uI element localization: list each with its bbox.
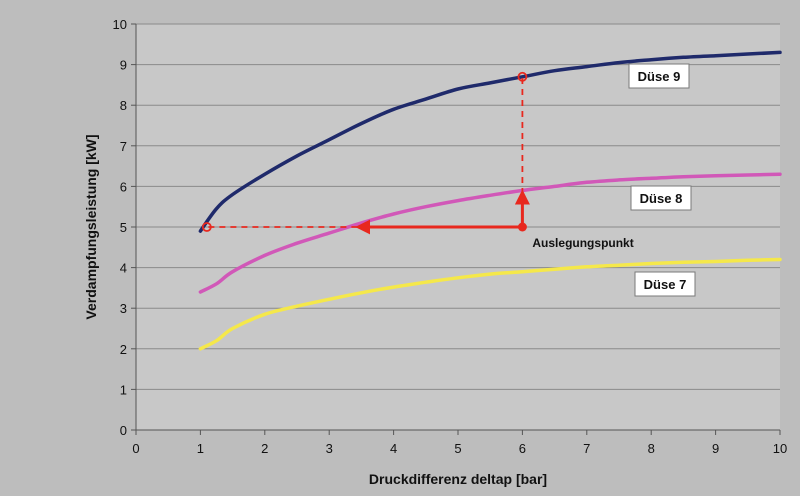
x-tick-label: 0 (132, 441, 139, 456)
x-tick-label: 8 (648, 441, 655, 456)
series-label-box-duese-8 (630, 185, 692, 211)
x-tick-label: 9 (712, 441, 719, 456)
y-tick-label: 4 (120, 261, 127, 276)
y-tick-label: 8 (120, 98, 127, 113)
series-line-duese-9 (198, 50, 782, 233)
y-tick-label: 5 (120, 220, 127, 235)
x-tick-label: 7 (583, 441, 590, 456)
x-tick-label: 2 (261, 441, 268, 456)
x-tick-label: 10 (773, 441, 787, 456)
series-label-box-duese-9 (628, 63, 690, 89)
x-tick-label: 6 (519, 441, 526, 456)
x-axis-title: Druckdifferenz deltap [bar] (369, 471, 547, 487)
x-tick-label: 3 (326, 441, 333, 456)
x-tick-label: 1 (197, 441, 204, 456)
series-label-duese-9: Düse 9 (638, 69, 681, 84)
design-point-label: Auslegungspunkt (532, 236, 633, 250)
y-tick-label: 7 (120, 139, 127, 154)
x-tick-labels: 0 1 2 3 4 5 6 7 8 9 10 (132, 441, 787, 456)
open-circle-marker (201, 222, 212, 232)
x-tick-label: 4 (390, 441, 397, 456)
axes (131, 23, 781, 435)
series-line-duese-8 (198, 172, 782, 294)
annotations: Auslegungspunkt (201, 71, 634, 250)
y-axis-title: Verdampfungsleistung [kW] (83, 134, 99, 319)
y-tick-label: 0 (120, 423, 127, 438)
y-tick-label: 6 (120, 179, 127, 194)
series-label-duese-8: Düse 8 (640, 191, 683, 206)
y-tick-label: 10 (113, 17, 127, 32)
design-point-marker (517, 222, 527, 232)
grid-lines (136, 23, 780, 390)
y-tick-label: 2 (120, 342, 127, 357)
y-tick-label: 3 (120, 301, 127, 316)
series-lines (198, 50, 782, 351)
series-label-duese-7: Düse 7 (644, 277, 687, 292)
series-labels: Düse 9 Düse 8 Düse 7 (628, 63, 696, 297)
x-tick-label: 5 (454, 441, 461, 456)
y-tick-label: 1 (120, 382, 127, 397)
series-label-box-duese-7 (634, 271, 696, 297)
series-line-duese-7 (198, 257, 782, 351)
y-tick-label: 9 (120, 58, 127, 73)
y-tick-labels: 0 1 2 3 4 5 6 7 8 9 10 (113, 17, 127, 438)
open-circle-marker (517, 71, 528, 82)
